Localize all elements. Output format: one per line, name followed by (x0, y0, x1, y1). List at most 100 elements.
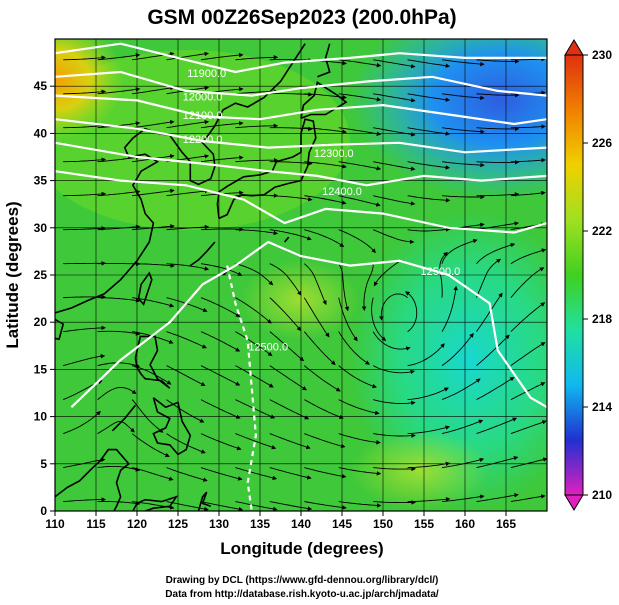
streamline (373, 161, 416, 171)
streamline (304, 501, 347, 510)
height-contour-line (55, 42, 547, 74)
streamline (304, 399, 344, 419)
credit-line-data: Data from http://database.rish.kyoto-u.a… (165, 589, 439, 600)
colorbar-tick-label: 230 (592, 48, 612, 62)
y-tick-label: 40 (34, 126, 48, 140)
streamline (97, 501, 141, 506)
streamline (132, 119, 175, 129)
colorbar-tick-label: 222 (592, 224, 612, 238)
streamline (63, 123, 106, 129)
y-tick-label: 25 (34, 268, 48, 282)
streamline (373, 466, 416, 472)
streamline (97, 224, 141, 231)
streamline (441, 419, 484, 435)
streamlines (63, 51, 547, 511)
streamline (269, 467, 312, 480)
contour-label: 12200.0 (183, 134, 223, 146)
streamline (361, 263, 374, 311)
streamline (63, 89, 106, 95)
contour-label: 12100.0 (183, 110, 223, 122)
streamline (97, 330, 141, 336)
streamline (304, 127, 347, 134)
x-tick-label: 115 (86, 517, 106, 531)
streamline (338, 161, 382, 171)
contour-label: 12500.0 (421, 266, 461, 278)
streamline (407, 425, 450, 435)
streamline (269, 501, 313, 511)
streamline (235, 89, 279, 95)
y-tick-label: 10 (34, 410, 48, 424)
streamline (407, 387, 449, 401)
streamline (200, 433, 242, 451)
x-tick-label: 135 (250, 517, 270, 531)
x-tick-label: 145 (332, 517, 352, 531)
streamline (235, 229, 279, 236)
streamline (166, 467, 208, 482)
streamline (338, 467, 382, 476)
streamline (63, 294, 107, 300)
x-tick-label: 125 (168, 517, 188, 531)
streamline (441, 194, 485, 200)
coastline-segment (216, 118, 317, 220)
streamline (373, 59, 416, 69)
streamline (63, 325, 106, 333)
streamline (372, 365, 415, 375)
streamline (269, 365, 307, 391)
y-tick-label: 45 (34, 79, 48, 93)
streamline (97, 155, 141, 163)
colorbar-top-arrow (564, 39, 584, 56)
colorbar-ticks: 210 214 218 222 226 230 (583, 48, 612, 502)
streamline (235, 501, 278, 511)
streamline (476, 377, 515, 400)
streamline (510, 157, 546, 163)
streamline (200, 297, 241, 317)
colorbar-tick-label: 214 (592, 400, 612, 414)
chart-title: GSM 00Z26Sep2023 (200.0hPa) (147, 6, 456, 29)
streamline (269, 297, 302, 332)
streamline (131, 365, 172, 385)
streamline (269, 399, 310, 420)
streamline (235, 467, 278, 480)
streamline (338, 501, 382, 508)
streamline (132, 297, 175, 308)
streamline (476, 92, 520, 98)
x-tick-label: 150 (373, 517, 393, 531)
y-tick-label: 5 (40, 457, 47, 471)
height-contour-line (55, 118, 547, 154)
streamline (97, 465, 141, 472)
temperature-field-patch-south (350, 430, 490, 510)
streamline (269, 229, 312, 241)
streamline (200, 365, 241, 386)
streamline (63, 191, 106, 197)
streamline (441, 457, 485, 469)
x-tick-label: 165 (496, 517, 516, 531)
streamline (338, 263, 350, 312)
streamline (338, 59, 382, 68)
height-contours (55, 42, 547, 511)
streamline (510, 457, 547, 469)
streamline (200, 121, 244, 129)
streamline (304, 433, 346, 449)
streamline (407, 161, 451, 170)
streamline (338, 195, 381, 207)
streamline (476, 258, 502, 298)
streamline (63, 353, 106, 367)
streamline (131, 467, 174, 481)
x-axis-ticks: 110 115 120 125 130 135 140 145 150 155 160 165 (45, 511, 516, 531)
coastline-segment (300, 81, 348, 120)
streamline (407, 59, 451, 68)
streamline (235, 297, 272, 324)
streamline (407, 496, 451, 503)
streamline (338, 229, 376, 254)
coastline-segment (283, 236, 290, 243)
contour-label: 12500.0 (248, 342, 288, 354)
streamline (338, 93, 382, 102)
streamline (235, 123, 279, 129)
streamline (132, 85, 175, 95)
height-contour-line (55, 170, 547, 234)
streamline (304, 161, 347, 169)
streamline (373, 93, 416, 103)
streamline (235, 263, 274, 286)
streamline (510, 267, 545, 298)
